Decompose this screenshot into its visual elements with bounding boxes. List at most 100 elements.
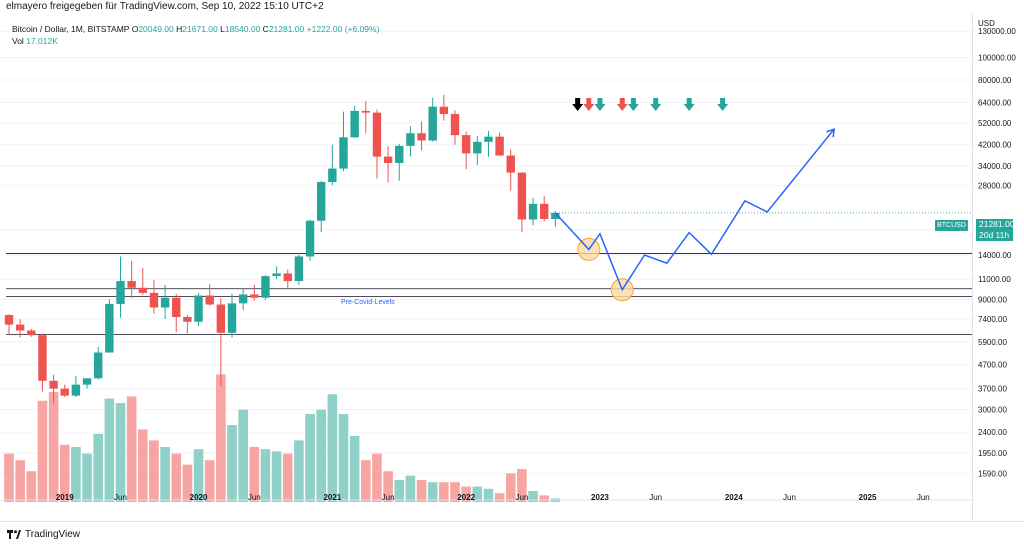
volume-bar — [316, 409, 326, 502]
candle-body — [450, 114, 460, 136]
volume-bar — [204, 460, 215, 502]
candle-body — [350, 110, 359, 138]
candle-body — [194, 295, 203, 322]
time-axis-label: 2022 — [457, 493, 475, 502]
candle-body — [495, 136, 504, 156]
volume-bar — [71, 447, 81, 502]
price-axis-label: 5900.00 — [978, 338, 1007, 347]
currency-label: USD — [978, 19, 995, 28]
high-label: H — [176, 24, 183, 34]
candle-body — [172, 297, 181, 318]
down-arrow-marker-icon — [583, 98, 595, 111]
candle-body — [506, 155, 515, 173]
down-arrow-marker-icon — [683, 98, 695, 111]
volume-bar — [505, 473, 516, 502]
candle-body — [105, 303, 114, 353]
candle-body — [551, 212, 560, 219]
price-axis-label: 3700.00 — [978, 385, 1007, 394]
open-value: 20049.00 — [138, 24, 174, 34]
candle-body — [183, 317, 192, 322]
candle-body — [38, 335, 47, 381]
candle-body — [49, 380, 58, 389]
candle-body — [383, 156, 393, 163]
price-axis[interactable]: 130000.00 100000.00 80000.00 64000.00 52000.… — [972, 14, 1024, 520]
candle-body — [461, 135, 471, 154]
candle-body — [216, 304, 226, 333]
volume-bar — [82, 453, 92, 502]
candle-body — [417, 133, 426, 141]
tradingview-logo-icon[interactable] — [7, 530, 21, 540]
projection-arrowhead — [826, 128, 835, 138]
volume-bar — [305, 414, 315, 502]
candle-body — [94, 352, 103, 379]
volume-bar — [249, 447, 260, 502]
chart-legend: Bitcoin / Dollar, 1M, BITSTAMP O20049.00… — [12, 24, 379, 47]
volume-bar — [294, 440, 304, 502]
chart-area[interactable]: 2019 Jun 2020 Jun 2021 Jun 2022 Jun 2023 Jun 2024 J… — [0, 14, 1024, 520]
price-axis-label: 4700.00 — [978, 361, 1007, 370]
candle-body — [227, 303, 237, 333]
volume-bar — [216, 374, 226, 502]
volume-bar — [338, 414, 349, 502]
volume-bar — [93, 433, 103, 502]
volume-bar — [59, 444, 70, 502]
volume-bar — [160, 447, 170, 502]
candle-body — [294, 256, 304, 282]
low-label: L — [220, 24, 225, 34]
time-axis-label: Jun — [783, 493, 796, 502]
price-chart[interactable]: 2019 Jun 2020 Jun 2021 Jun 2022 Jun 2023 Jun 2024 J… — [0, 14, 1024, 520]
volume-bar — [416, 480, 427, 502]
price-axis-label: 9000.00 — [978, 295, 1007, 304]
high-value: 21671.00 — [182, 24, 218, 34]
price-axis-label: 52000.00 — [978, 119, 1012, 128]
candle-body — [283, 273, 292, 282]
volume-bar — [472, 486, 483, 502]
candle-body — [250, 294, 259, 298]
candle-body — [116, 281, 125, 304]
candle-body — [15, 324, 25, 331]
candle-body — [484, 136, 493, 142]
last-price-badge: 21281.00 20d 11h — [976, 219, 1014, 241]
volume-label: Vol — [12, 36, 24, 46]
legend-row-volume: Vol 17.012K — [12, 36, 379, 47]
volume-bar — [494, 493, 505, 502]
symbol-title[interactable]: Bitcoin / Dollar, 1M, BITSTAMP — [12, 24, 130, 34]
footer: TradingView — [0, 521, 1024, 548]
time-axis-label: Jun — [382, 493, 395, 502]
volume-bar — [171, 453, 182, 502]
low-value: 18540.00 — [224, 24, 261, 34]
candle-body — [71, 384, 81, 396]
price-axis-labels: 130000.00 100000.00 80000.00 64000.00 52000.… — [978, 27, 1016, 478]
volume-bar — [517, 469, 527, 502]
volume-bar — [182, 464, 193, 502]
price-axis-label: 3000.00 — [978, 406, 1007, 415]
projection-line — [554, 128, 835, 292]
time-axis-label: Jun — [114, 493, 127, 502]
brand-name[interactable]: TradingView — [25, 529, 81, 540]
time-axis-label: Jun — [248, 493, 261, 502]
down-arrow-marker-icon — [594, 98, 606, 111]
candle-body — [428, 106, 437, 141]
volume-bar — [461, 486, 471, 502]
volume-bar — [260, 449, 271, 502]
candle-body — [328, 168, 337, 183]
price-axis-label: 1590.00 — [978, 469, 1007, 478]
volume-bar — [271, 451, 282, 502]
down-arrow-marker-icon — [717, 98, 729, 111]
time-axis-label: 2019 — [56, 493, 74, 502]
time-axis-label: Jun — [917, 493, 930, 502]
candle-body — [395, 145, 404, 163]
candle-body — [361, 110, 370, 113]
volume-bar — [483, 488, 494, 502]
candle-body — [205, 295, 214, 305]
candle-body — [528, 203, 538, 220]
volume-bar — [193, 449, 204, 502]
price-axis-label: 7400.00 — [978, 315, 1007, 324]
price-axis-label: 11000.00 — [978, 275, 1011, 284]
volume-bar — [149, 440, 159, 502]
candle-body — [138, 287, 147, 293]
candle-body — [517, 172, 527, 220]
candle-body — [4, 315, 14, 325]
candle-body — [317, 182, 326, 221]
candle-body — [406, 133, 415, 146]
